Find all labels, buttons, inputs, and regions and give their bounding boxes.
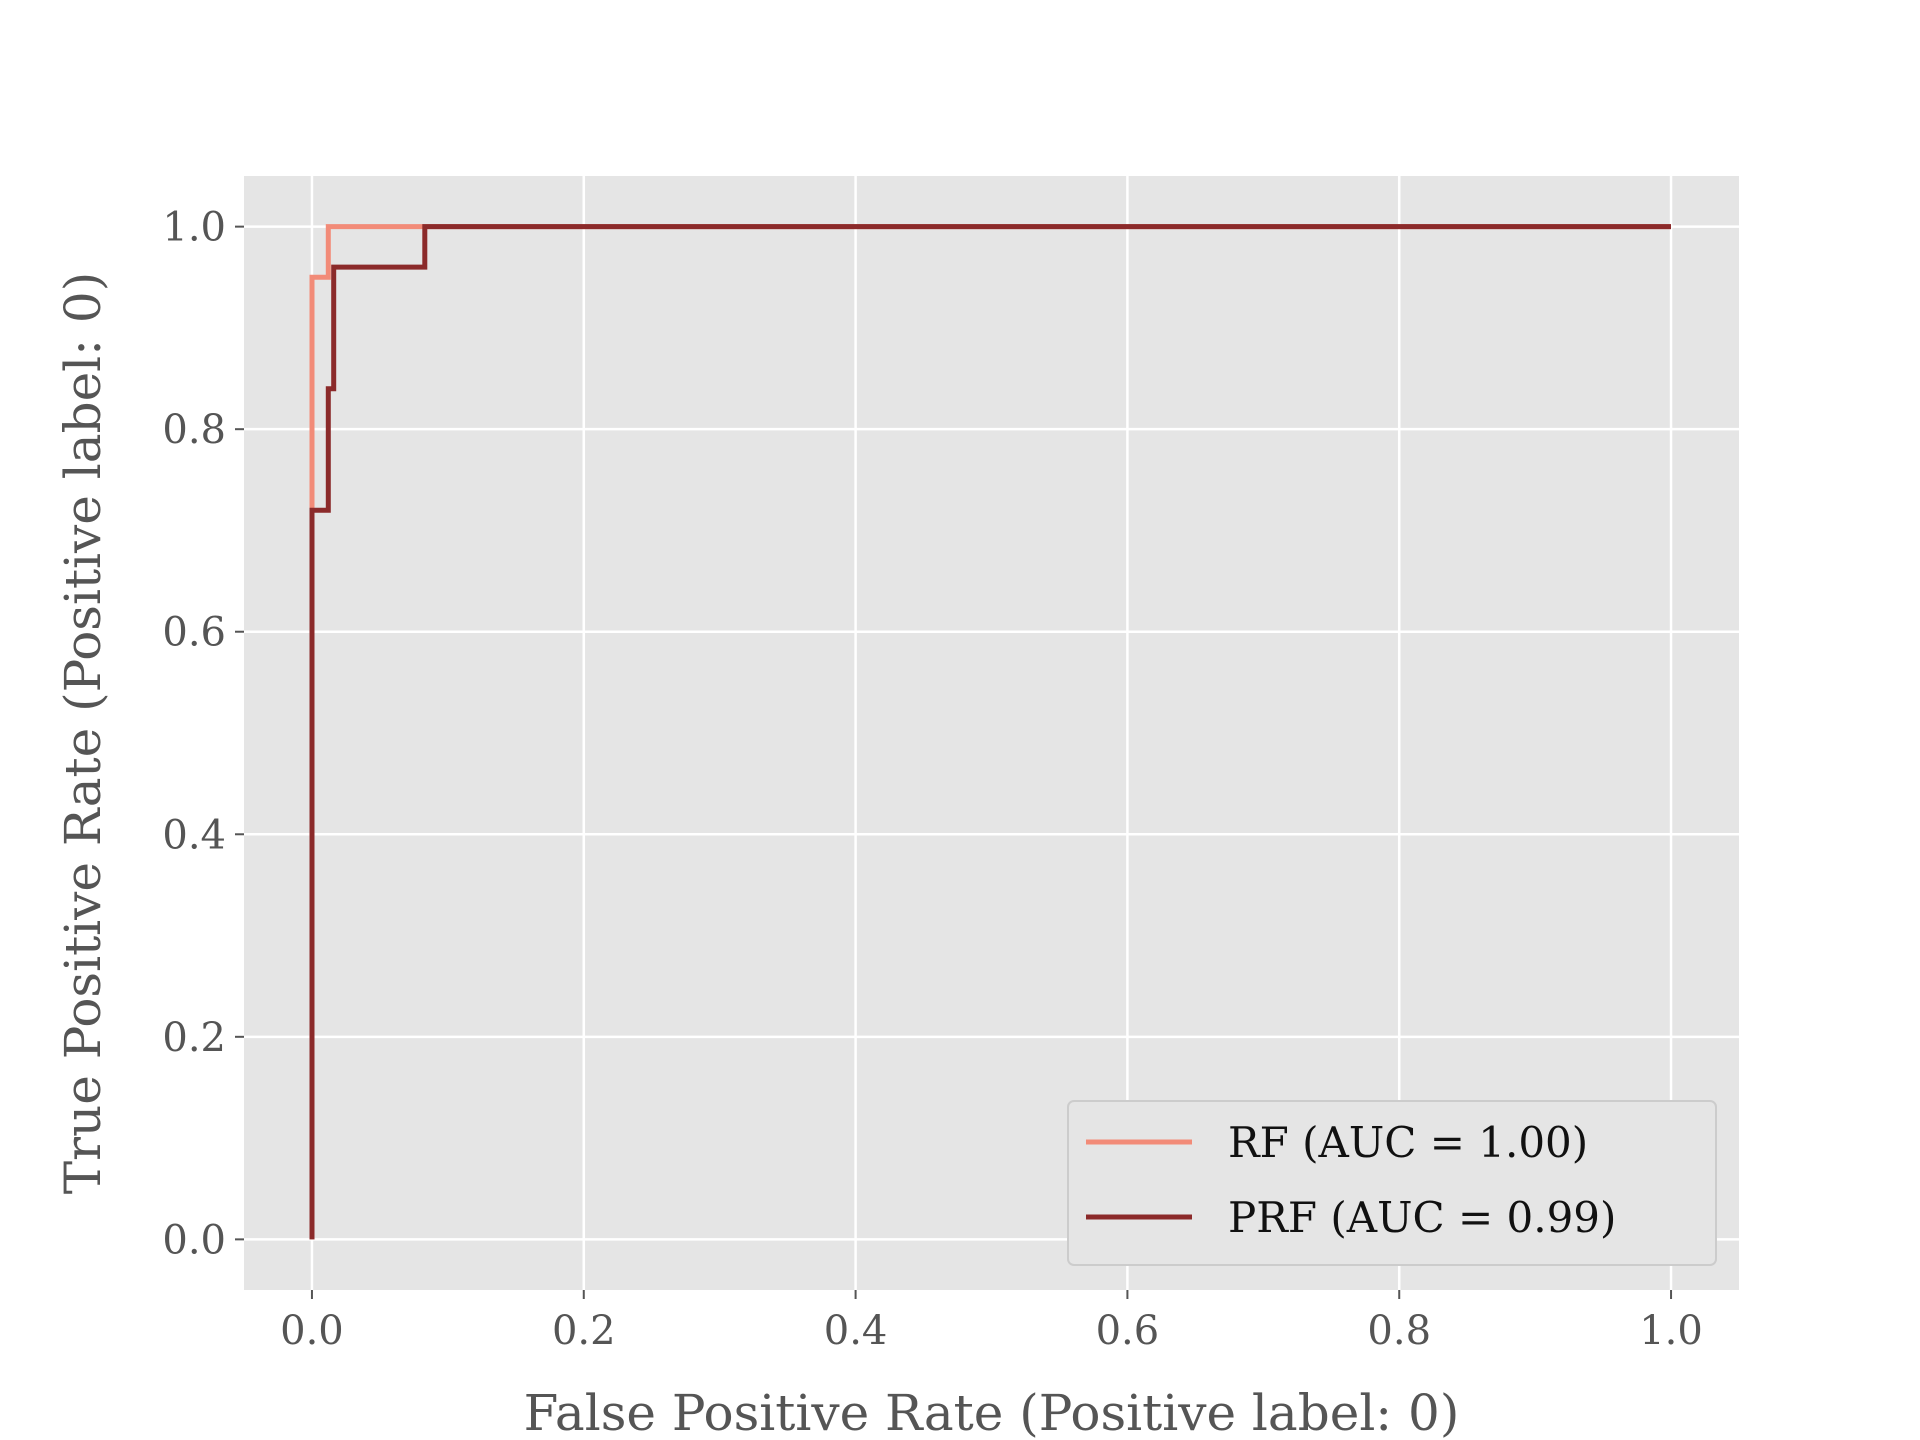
y-tick-label: 0.4 (162, 812, 226, 858)
series-line-prf (309, 224, 1671, 1240)
grid-lines (244, 176, 1739, 1290)
x-tick-label: 0.0 (280, 1308, 344, 1354)
x-tick-label: 0.4 (824, 1308, 888, 1354)
x-tick-label: 0.8 (1367, 1308, 1431, 1354)
y-tick-label: 0.2 (162, 1015, 226, 1061)
y-tick-label: 0.0 (162, 1217, 226, 1263)
y-axis-label: True Positive Rate (Positive label: 0) (54, 272, 112, 1194)
x-tick-label: 0.2 (552, 1308, 616, 1354)
x-tick-label: 1.0 (1639, 1308, 1703, 1354)
y-tick-label: 1.0 (162, 205, 226, 251)
y-tick-label: 0.6 (162, 610, 226, 656)
y-axis-ticks: 0.0 0.2 0.4 0.6 0.8 1.0 (162, 205, 244, 1263)
x-axis-ticks: 0.0 0.2 0.4 0.6 0.8 1.0 (280, 1290, 1703, 1354)
legend: RF (AUC = 1.00) PRF (AUC = 0.99) (1067, 1100, 1717, 1266)
x-tick-label: 0.6 (1096, 1308, 1160, 1354)
legend-label-rf: RF (AUC = 1.00) (1228, 1118, 1588, 1167)
legend-label-prf: PRF (AUC = 0.99) (1228, 1193, 1616, 1242)
series-lines (309, 224, 1671, 1240)
y-tick-label: 0.8 (162, 407, 226, 453)
x-axis-label: False Positive Rate (Positive label: 0) (524, 1384, 1460, 1440)
legend-box (1067, 1100, 1717, 1266)
